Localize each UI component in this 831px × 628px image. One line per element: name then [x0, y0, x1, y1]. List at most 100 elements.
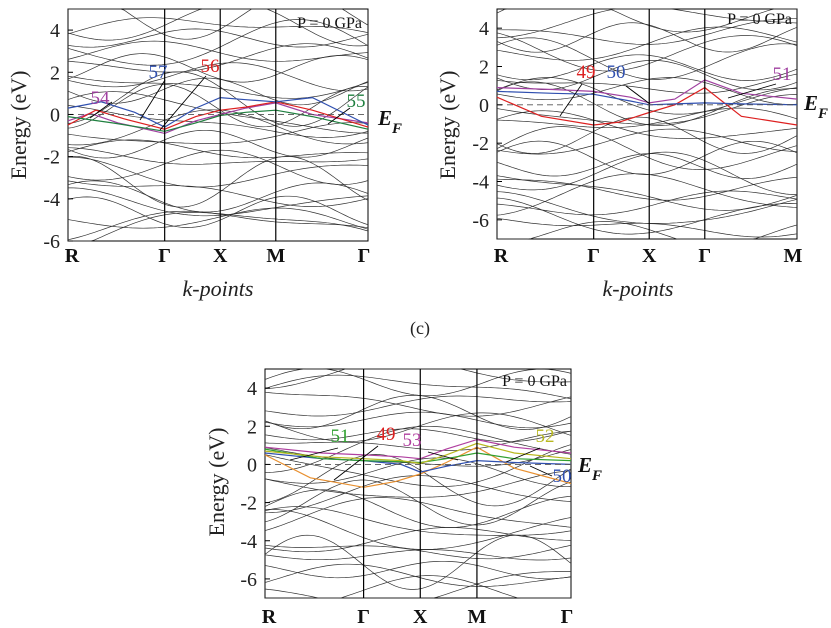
y-tick-label: 0 — [479, 95, 489, 117]
y-tick-label: -4 — [472, 172, 489, 194]
y-tick-labels: -6 -4 -2 0 2 4 — [472, 18, 502, 232]
panel-c: -6 -4 -2 0 2 4 R Γ X M Γ Energy (eV) P = 0 GPa 51… — [204, 368, 602, 628]
y-tick-labels: -6 -4 -2 0 2 4 — [43, 20, 73, 253]
kpoint-dividers — [363, 369, 478, 598]
background-band — [496, 18, 797, 45]
background-band — [67, 122, 369, 144]
background-bands — [67, 8, 369, 242]
band-54 — [67, 102, 369, 135]
background-band — [67, 53, 369, 83]
background-band — [67, 75, 369, 99]
y-tick-label: 4 — [247, 378, 257, 400]
background-band — [496, 126, 798, 170]
pressure-label: P = 0 GPa — [727, 11, 792, 28]
y-tick-label: -4 — [43, 189, 60, 211]
background-band — [264, 411, 572, 429]
label-pointers — [89, 75, 351, 131]
subfigure-label: (c) — [410, 318, 430, 339]
y-axis-label: Energy (eV) — [204, 428, 229, 537]
x-tick-label: Γ — [561, 606, 574, 628]
pressure-label: P = 0 GPa — [502, 373, 567, 390]
band-label-50: 50 — [607, 62, 626, 83]
band-label-51: 51 — [331, 426, 350, 447]
label-pointer — [505, 447, 541, 463]
background-band — [496, 77, 798, 115]
background-band — [264, 391, 572, 417]
band-label-56: 56 — [201, 56, 220, 77]
x-tick-label: R — [262, 606, 277, 628]
band-label-55: 55 — [347, 91, 366, 112]
y-tick-labels: -6 -4 -2 0 2 4 — [240, 378, 270, 591]
background-band — [264, 563, 572, 587]
background-band — [67, 149, 369, 185]
background-band — [264, 549, 572, 561]
band-label-53: 53 — [403, 430, 422, 451]
x-tick-label: X — [213, 245, 228, 267]
y-axis-label: Energy (eV) — [6, 71, 31, 180]
y-tick-label: -6 — [472, 210, 489, 232]
background-band — [496, 153, 798, 179]
background-band — [496, 8, 798, 39]
y-tick-label: -2 — [472, 133, 489, 155]
label-pointer — [327, 107, 351, 125]
background-band — [67, 195, 369, 228]
band-labels: 51 49 53 52 50 — [331, 424, 572, 487]
y-tick-label: 2 — [50, 62, 60, 84]
background-band — [264, 368, 572, 397]
x-tick-label: Γ — [587, 245, 600, 267]
background-band — [496, 190, 798, 216]
background-band — [67, 105, 369, 138]
background-band — [496, 110, 798, 139]
background-band — [67, 91, 368, 134]
y-tick-label: 2 — [247, 416, 257, 438]
y-tick-label: 4 — [479, 18, 489, 40]
pressure-label: P = 0 GPa — [297, 15, 362, 32]
label-pointer — [559, 83, 583, 117]
band-label-52: 52 — [536, 426, 555, 447]
x-tick-label: X — [413, 606, 428, 628]
y-tick-label: -6 — [43, 231, 60, 253]
x-axis-label: k-points — [183, 276, 254, 301]
label-pointers — [289, 445, 553, 481]
background-band — [496, 176, 798, 201]
background-band — [68, 212, 369, 242]
background-band — [264, 534, 572, 590]
y-tick-label: 4 — [50, 20, 60, 42]
background-band — [264, 509, 572, 550]
label-pointers — [559, 83, 777, 117]
background-band — [496, 128, 798, 155]
x-tick-label: R — [494, 245, 509, 267]
label-pointer — [727, 83, 777, 99]
background-band — [496, 32, 798, 72]
background-band — [67, 28, 369, 48]
fermi-label: EF — [377, 106, 402, 137]
background-band — [264, 412, 572, 442]
band-label-50: 50 — [553, 466, 572, 487]
x-tick-label: Γ — [358, 245, 371, 267]
background-band — [264, 479, 572, 526]
background-band — [67, 77, 369, 106]
x-tick-label: Γ — [357, 606, 370, 628]
label-pointer — [625, 85, 651, 105]
background-band — [264, 475, 572, 514]
y-tick-label: -6 — [240, 569, 257, 591]
background-band — [264, 506, 572, 536]
background-band — [264, 368, 572, 390]
background-band — [67, 139, 369, 159]
kpoint-dividers — [593, 9, 706, 239]
background-band — [496, 116, 798, 154]
background-band — [264, 489, 572, 528]
background-band — [67, 147, 369, 165]
band-label-49: 49 — [577, 62, 596, 83]
background-band — [68, 8, 369, 40]
background-band — [496, 73, 798, 94]
label-pointer — [529, 465, 553, 477]
fermi-label: EF — [803, 91, 828, 122]
background-band — [67, 43, 369, 73]
band-label-57: 57 — [149, 62, 168, 83]
x-tick-label: M — [467, 606, 486, 628]
y-tick-label: -4 — [240, 531, 257, 553]
background-band — [67, 109, 369, 146]
